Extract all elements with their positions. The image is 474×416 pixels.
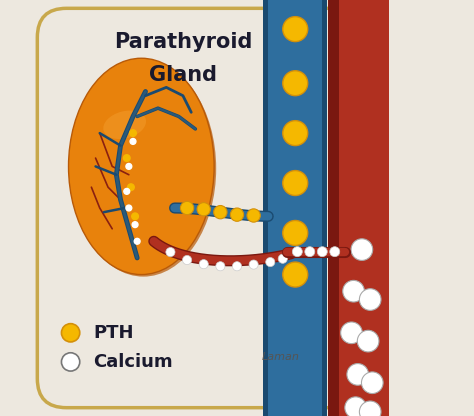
Bar bbox=[333, 0, 389, 416]
Circle shape bbox=[359, 289, 381, 310]
Circle shape bbox=[292, 247, 302, 257]
Circle shape bbox=[132, 213, 138, 220]
Circle shape bbox=[283, 121, 308, 146]
Circle shape bbox=[341, 322, 362, 344]
FancyBboxPatch shape bbox=[37, 8, 437, 408]
Text: Calcium: Calcium bbox=[93, 353, 173, 371]
Bar bbox=[328, 0, 333, 416]
Circle shape bbox=[130, 139, 136, 144]
Circle shape bbox=[132, 222, 138, 228]
Circle shape bbox=[305, 247, 315, 257]
Ellipse shape bbox=[103, 111, 146, 139]
Bar bbox=[389, 0, 445, 416]
Circle shape bbox=[362, 372, 383, 394]
Circle shape bbox=[199, 260, 208, 269]
Circle shape bbox=[359, 401, 381, 416]
Text: Laman: Laman bbox=[262, 352, 300, 362]
Circle shape bbox=[278, 254, 287, 263]
Circle shape bbox=[357, 330, 379, 352]
Circle shape bbox=[181, 201, 194, 215]
Circle shape bbox=[266, 258, 275, 267]
Circle shape bbox=[247, 209, 260, 222]
Circle shape bbox=[128, 184, 134, 191]
Text: PTH: PTH bbox=[93, 324, 134, 342]
Text: Gland: Gland bbox=[149, 65, 217, 85]
Circle shape bbox=[283, 171, 308, 196]
Circle shape bbox=[283, 17, 308, 42]
Circle shape bbox=[249, 260, 258, 269]
Circle shape bbox=[126, 163, 132, 169]
Circle shape bbox=[317, 247, 327, 257]
Circle shape bbox=[124, 188, 130, 194]
Circle shape bbox=[123, 155, 130, 161]
Circle shape bbox=[230, 208, 244, 221]
Circle shape bbox=[283, 262, 308, 287]
Circle shape bbox=[345, 397, 366, 416]
Circle shape bbox=[62, 324, 80, 342]
Bar bbox=[268, 0, 322, 416]
Circle shape bbox=[197, 203, 210, 216]
Text: Parathyroid: Parathyroid bbox=[114, 32, 252, 52]
Circle shape bbox=[283, 71, 308, 96]
Bar bbox=[263, 0, 268, 416]
Circle shape bbox=[130, 130, 137, 136]
Bar bbox=[333, 0, 338, 416]
Ellipse shape bbox=[71, 60, 216, 277]
Circle shape bbox=[182, 255, 191, 265]
Circle shape bbox=[343, 280, 365, 302]
Circle shape bbox=[214, 206, 227, 219]
Circle shape bbox=[351, 239, 373, 260]
Circle shape bbox=[330, 247, 340, 257]
Ellipse shape bbox=[69, 58, 214, 275]
Circle shape bbox=[232, 262, 242, 271]
Circle shape bbox=[62, 353, 80, 371]
Circle shape bbox=[166, 248, 175, 257]
Circle shape bbox=[283, 220, 308, 245]
Circle shape bbox=[126, 205, 132, 211]
Circle shape bbox=[216, 262, 225, 271]
Circle shape bbox=[347, 364, 369, 385]
Bar bbox=[322, 0, 327, 416]
Circle shape bbox=[134, 238, 140, 244]
